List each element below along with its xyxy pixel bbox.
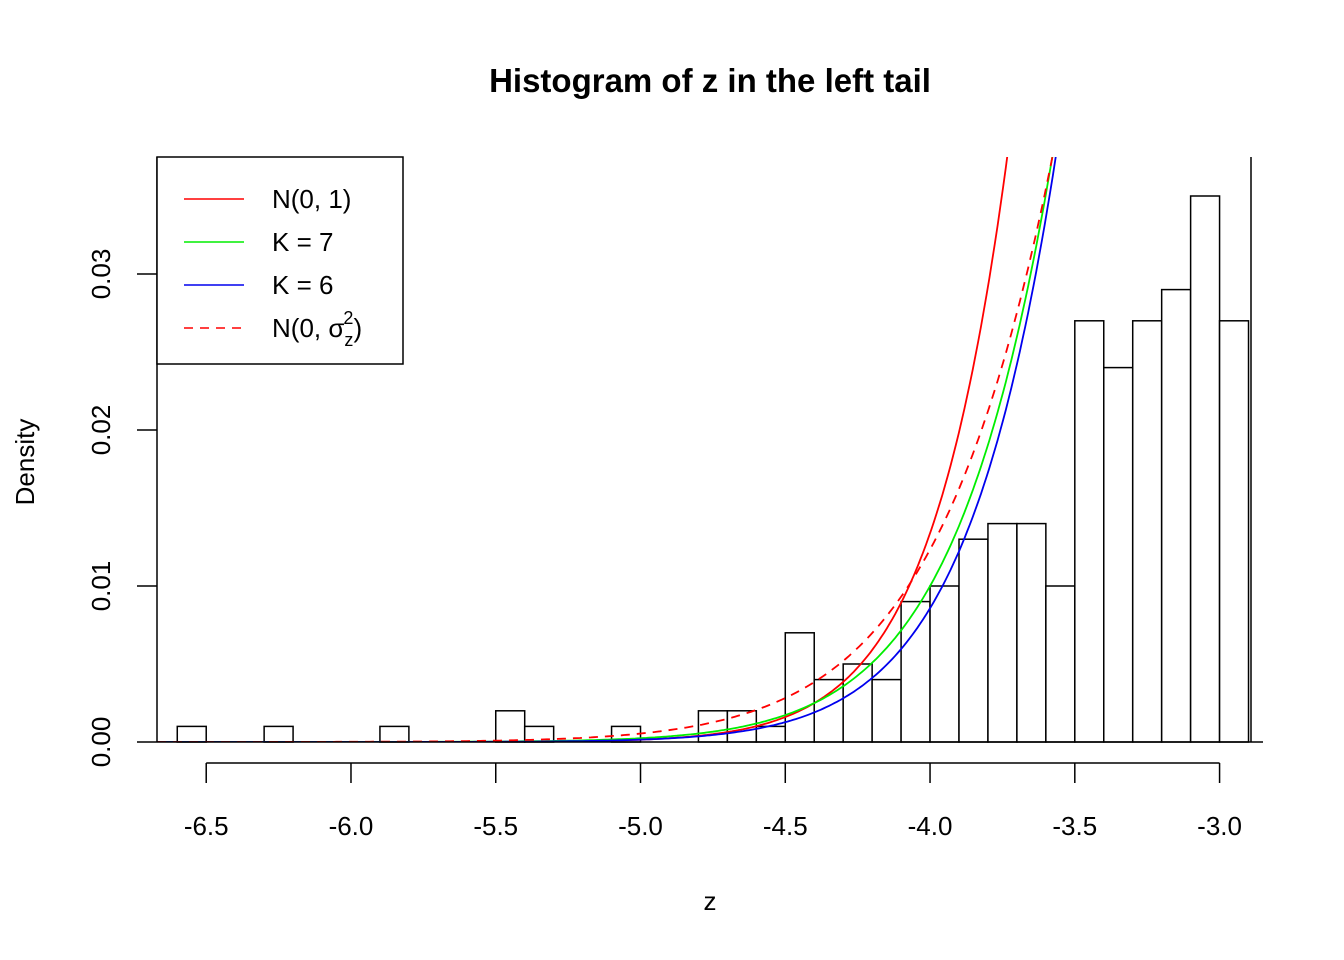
legend-label-n0-sigma-args: 0, σ [299, 313, 344, 343]
x-tick-label: -6.5 [184, 811, 229, 841]
histogram-bar [784, 632, 815, 743]
x-tick-label: -4.0 [908, 811, 953, 841]
y-axis: 0.00 0.01 0.02 0.03 [86, 249, 157, 768]
x-tick-label: -3.5 [1052, 811, 1097, 841]
histogram-bar [987, 522, 1018, 743]
y-tick-label: 0.02 [86, 405, 116, 456]
histogram-bar [1016, 522, 1047, 743]
legend: N(0, 1) K = 7 K = 6 N(0, σz2) [156, 156, 404, 365]
legend-label-n0-sigma: N(0, σz2) [272, 308, 362, 350]
histogram-bar [900, 600, 931, 743]
x-tick-label: -3.0 [1197, 811, 1242, 841]
legend-label-n0-sigma-open-paren: ( [291, 313, 300, 343]
legend-label-k7: K = 7 [272, 227, 333, 257]
legend-label-n0-sigma-close-paren: ) [353, 313, 362, 343]
x-tick-label: -5.0 [618, 811, 663, 841]
histogram-bar [1218, 320, 1250, 743]
histogram-bar [1103, 366, 1134, 743]
legend-label-n0-sigma-main: N [272, 313, 291, 343]
legend-label-n0-sigma-sub: z [344, 330, 353, 350]
y-axis-label: Density [10, 419, 40, 506]
legend-box [156, 156, 404, 365]
y-tick-label: 0.00 [86, 717, 116, 768]
legend-label-n01: N(0, 1) [272, 184, 351, 214]
histogram-bar [871, 678, 902, 743]
histogram-bar [494, 710, 526, 743]
histogram-bar [379, 725, 410, 743]
chart-title: Histogram of z in the left tail [489, 62, 931, 99]
histogram-bar [263, 725, 294, 743]
density-curve-2 [157, 157, 1057, 742]
y-tick-label: 0.01 [86, 561, 116, 612]
density-curve-1 [157, 157, 1054, 742]
histogram-bar [1160, 288, 1192, 743]
histogram-bar [697, 710, 729, 743]
histogram-bar [1045, 585, 1076, 743]
x-tick-label: -5.5 [473, 811, 518, 841]
legend-label-n0-sigma-sup: 2 [343, 308, 353, 328]
histogram-bar [929, 585, 960, 743]
legend-label-k6: K = 6 [272, 270, 333, 300]
x-tick-label: -4.5 [763, 811, 808, 841]
x-axis-label: z [704, 886, 717, 916]
histogram-bar [1074, 320, 1105, 743]
histogram-bar [958, 538, 989, 743]
histogram-bar [1189, 195, 1221, 743]
y-tick-label: 0.03 [86, 249, 116, 300]
histogram-bar [1131, 320, 1163, 743]
x-axis: -6.5 -6.0 -5.5 -5.0 -4.5 -4.0 -3.5 -3.0 [184, 762, 1242, 841]
histogram-bars [176, 195, 1250, 743]
x-tick-label: -6.0 [329, 811, 374, 841]
histogram-bar [176, 725, 207, 743]
